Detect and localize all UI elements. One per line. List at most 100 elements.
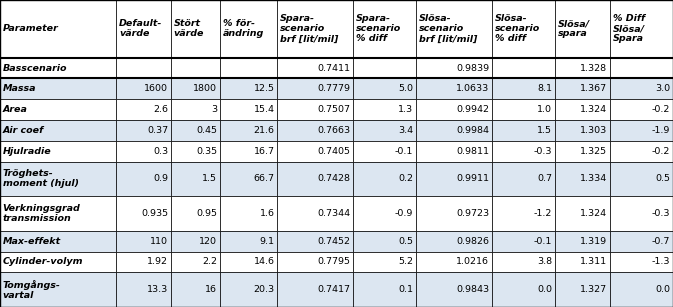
Bar <box>116 272 171 307</box>
Text: Spara-
scenario
% diff: Spara- scenario % diff <box>355 14 401 43</box>
Bar <box>116 141 171 161</box>
Bar <box>492 272 555 307</box>
Text: 1.0: 1.0 <box>537 105 553 114</box>
Bar <box>220 161 277 196</box>
Bar <box>116 196 171 231</box>
Bar <box>416 58 492 79</box>
Bar <box>555 120 610 141</box>
Text: 16: 16 <box>205 285 217 294</box>
Text: Verkningsgrad
transmission: Verkningsgrad transmission <box>3 204 81 223</box>
Bar <box>610 0 673 58</box>
Text: 14.6: 14.6 <box>254 258 275 266</box>
Text: 120: 120 <box>199 237 217 246</box>
Text: Tröghets-
moment (hjul): Tröghets- moment (hjul) <box>3 169 79 188</box>
Bar <box>171 161 220 196</box>
Text: 0.37: 0.37 <box>147 126 168 135</box>
Bar <box>171 58 220 79</box>
Bar <box>277 0 353 58</box>
Bar <box>116 79 171 99</box>
Text: 9.1: 9.1 <box>259 237 275 246</box>
Text: % för-
ändring: % för- ändring <box>223 19 264 38</box>
Text: Massa: Massa <box>3 84 36 93</box>
Bar <box>492 120 555 141</box>
Bar <box>353 161 416 196</box>
Text: 8.1: 8.1 <box>537 84 553 93</box>
Bar <box>220 231 277 252</box>
Text: Area: Area <box>3 105 28 114</box>
Bar <box>277 79 353 99</box>
Text: 0.7795: 0.7795 <box>317 258 350 266</box>
Text: 0.3: 0.3 <box>153 147 168 156</box>
Text: Air coef: Air coef <box>3 126 44 135</box>
Text: 0.0: 0.0 <box>537 285 553 294</box>
Bar <box>220 58 277 79</box>
Bar <box>416 252 492 272</box>
Bar <box>555 0 610 58</box>
Bar <box>492 58 555 79</box>
Text: 0.35: 0.35 <box>196 147 217 156</box>
Bar <box>555 141 610 161</box>
Bar <box>610 58 673 79</box>
Bar <box>0 99 116 120</box>
Bar <box>492 79 555 99</box>
Text: 3.0: 3.0 <box>656 84 670 93</box>
Bar <box>555 161 610 196</box>
Text: -0.9: -0.9 <box>395 209 413 218</box>
Text: 1.319: 1.319 <box>580 237 607 246</box>
Text: % Diff
Slösa/
Spara: % Diff Slösa/ Spara <box>612 14 645 43</box>
Text: 1.324: 1.324 <box>580 105 607 114</box>
Bar <box>0 272 116 307</box>
Bar <box>0 0 116 58</box>
Text: 16.7: 16.7 <box>254 147 275 156</box>
Text: Spara-
scenario
brf [lit/mil]: Spara- scenario brf [lit/mil] <box>280 14 339 43</box>
Text: 1.3: 1.3 <box>398 105 413 114</box>
Bar <box>353 79 416 99</box>
Text: Tomgångs-
vartal: Tomgångs- vartal <box>3 280 61 300</box>
Bar <box>277 252 353 272</box>
Text: 2.2: 2.2 <box>202 258 217 266</box>
Bar <box>416 231 492 252</box>
Bar <box>610 79 673 99</box>
Text: -0.1: -0.1 <box>534 237 553 246</box>
Bar <box>0 161 116 196</box>
Text: 1.0216: 1.0216 <box>456 258 489 266</box>
Bar <box>353 120 416 141</box>
Text: -0.3: -0.3 <box>534 147 553 156</box>
Bar <box>610 120 673 141</box>
Bar <box>492 252 555 272</box>
Text: 0.9839: 0.9839 <box>456 64 489 72</box>
Bar <box>0 79 116 99</box>
Bar <box>0 252 116 272</box>
Bar <box>416 272 492 307</box>
Bar <box>555 272 610 307</box>
Text: 0.7428: 0.7428 <box>317 174 350 183</box>
Text: -0.2: -0.2 <box>652 147 670 156</box>
Bar <box>116 0 171 58</box>
Bar <box>353 58 416 79</box>
Text: Hjulradie: Hjulradie <box>3 147 51 156</box>
Bar <box>0 58 116 79</box>
Text: 12.5: 12.5 <box>254 84 275 93</box>
Bar <box>171 141 220 161</box>
Text: 1.327: 1.327 <box>580 285 607 294</box>
Text: -0.7: -0.7 <box>652 237 670 246</box>
Text: 1.367: 1.367 <box>580 84 607 93</box>
Bar <box>353 141 416 161</box>
Bar <box>492 231 555 252</box>
Text: 1.5: 1.5 <box>537 126 553 135</box>
Bar <box>492 99 555 120</box>
Bar <box>277 99 353 120</box>
Text: 0.7417: 0.7417 <box>317 285 350 294</box>
Text: 3.4: 3.4 <box>398 126 413 135</box>
Text: Slösa/
spara: Slösa/ spara <box>558 19 590 38</box>
Text: -0.1: -0.1 <box>395 147 413 156</box>
Text: 1.328: 1.328 <box>580 64 607 72</box>
Text: 1800: 1800 <box>193 84 217 93</box>
Bar <box>555 79 610 99</box>
Text: Max-effekt: Max-effekt <box>3 237 61 246</box>
Text: 3: 3 <box>211 105 217 114</box>
Bar <box>555 196 610 231</box>
Bar <box>610 141 673 161</box>
Bar <box>353 196 416 231</box>
Bar <box>116 99 171 120</box>
